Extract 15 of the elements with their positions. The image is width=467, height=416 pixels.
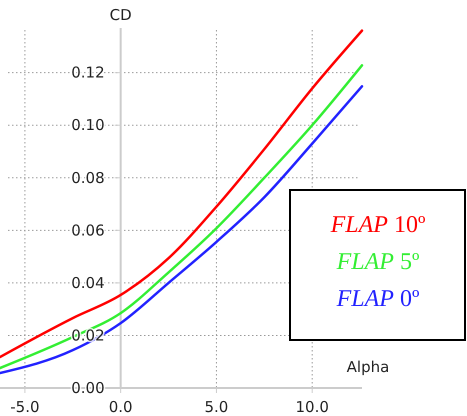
y-tick-label: 0.04: [71, 274, 105, 292]
text: FLAP 10º: [330, 212, 426, 238]
x-tick-label: 0.0: [108, 398, 133, 416]
y-tick-label: 0.08: [71, 168, 105, 187]
y-tick-label: 0.12: [71, 64, 105, 82]
text: FLAP 5º: [336, 249, 420, 275]
x-axis-title: Alpha: [346, 358, 390, 376]
x-tick-label: 10.0: [296, 398, 329, 416]
y-tick-label: 0.00: [71, 379, 105, 397]
x-tick-label: -5.0: [10, 398, 40, 416]
text: FLAP 0º: [336, 286, 420, 312]
y-axis-title: CD: [110, 6, 132, 24]
y-tick-label: 0.06: [71, 221, 105, 240]
y-tick-label: 0.10: [71, 116, 105, 134]
x-tick-label: 5.0: [204, 398, 228, 416]
